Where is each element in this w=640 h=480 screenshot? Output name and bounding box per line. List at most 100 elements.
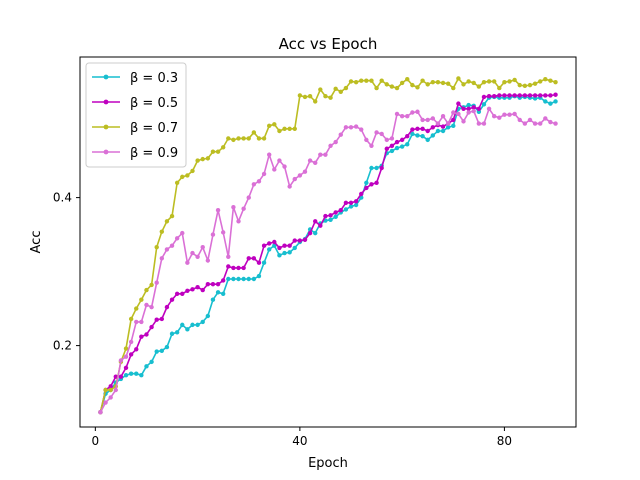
data-point xyxy=(323,94,328,99)
data-point xyxy=(144,364,149,369)
data-point xyxy=(226,276,231,282)
data-point xyxy=(200,244,205,250)
chart-title: Acc vs Epoch xyxy=(279,35,378,53)
data-point xyxy=(128,339,134,345)
data-point xyxy=(118,374,124,379)
data-point xyxy=(220,291,226,296)
data-point xyxy=(205,281,211,287)
data-point xyxy=(486,106,492,112)
data-point xyxy=(440,128,446,134)
data-point xyxy=(548,93,553,98)
data-point xyxy=(241,206,246,211)
legend-entry: β = 0.7 xyxy=(92,121,178,136)
data-point xyxy=(532,93,538,98)
data-point xyxy=(195,284,200,290)
data-point xyxy=(343,200,349,205)
data-point xyxy=(174,236,180,241)
data-point xyxy=(297,238,303,243)
data-point xyxy=(210,149,216,154)
data-point xyxy=(108,395,113,400)
data-point xyxy=(267,247,272,252)
data-point xyxy=(272,122,277,127)
data-point xyxy=(425,128,430,134)
data-point xyxy=(128,352,134,357)
data-point xyxy=(246,136,251,141)
data-point xyxy=(323,152,328,157)
data-point xyxy=(302,94,308,100)
data-point xyxy=(384,137,389,143)
data-point xyxy=(445,125,451,130)
data-point xyxy=(379,78,384,83)
x-axis-title: Epoch xyxy=(308,456,348,471)
data-point xyxy=(491,79,497,84)
data-point xyxy=(343,207,349,212)
data-point xyxy=(318,152,323,157)
data-point xyxy=(374,165,379,171)
data-point xyxy=(476,121,482,126)
data-point xyxy=(343,85,349,91)
data-point xyxy=(481,121,487,126)
data-point xyxy=(134,306,139,311)
data-point xyxy=(461,106,466,112)
data-point xyxy=(410,127,415,132)
data-point xyxy=(272,239,277,245)
data-point xyxy=(169,297,175,302)
data-point xyxy=(359,78,364,83)
data-point xyxy=(394,85,400,91)
data-point xyxy=(405,114,410,119)
data-point xyxy=(497,115,502,120)
data-point xyxy=(435,121,441,126)
data-point xyxy=(374,180,379,185)
data-point xyxy=(399,144,405,149)
data-point xyxy=(231,137,236,143)
data-point xyxy=(246,276,251,282)
data-point xyxy=(185,288,190,294)
data-point xyxy=(287,250,292,255)
data-point xyxy=(517,82,522,88)
data-point xyxy=(466,79,471,84)
data-point xyxy=(445,81,451,86)
data-point xyxy=(292,238,297,243)
data-point xyxy=(220,145,226,150)
data-point xyxy=(282,164,287,169)
data-point xyxy=(190,250,195,256)
data-point xyxy=(507,79,512,84)
data-point xyxy=(231,276,236,282)
legend-label: β = 0.7 xyxy=(130,121,178,136)
data-point xyxy=(430,125,436,130)
data-point xyxy=(481,94,487,100)
data-point xyxy=(200,287,205,293)
legend-entry: β = 0.9 xyxy=(92,146,178,161)
data-point xyxy=(481,102,487,107)
data-point xyxy=(159,229,165,234)
data-point xyxy=(144,302,149,308)
data-point xyxy=(302,169,308,174)
data-point xyxy=(287,184,292,189)
data-point xyxy=(205,313,211,319)
data-point xyxy=(226,136,231,141)
data-point xyxy=(164,219,170,224)
data-point xyxy=(543,116,548,121)
data-point xyxy=(261,260,267,265)
data-point xyxy=(517,93,522,98)
data-point xyxy=(430,133,436,138)
data-point xyxy=(451,85,456,91)
data-point xyxy=(190,322,195,328)
data-point xyxy=(103,400,108,405)
data-point xyxy=(123,354,129,359)
data-point xyxy=(527,117,533,123)
data-point xyxy=(410,82,415,88)
data-point xyxy=(420,117,425,123)
data-point xyxy=(154,280,159,285)
data-point xyxy=(190,168,195,174)
data-point xyxy=(369,78,374,83)
data-point xyxy=(180,230,185,236)
data-point xyxy=(522,121,528,126)
data-point xyxy=(277,128,282,134)
data-point xyxy=(313,99,318,104)
data-point xyxy=(215,290,221,295)
data-point xyxy=(440,114,446,119)
data-point xyxy=(139,334,144,339)
data-point xyxy=(139,373,144,378)
data-point xyxy=(420,78,425,83)
